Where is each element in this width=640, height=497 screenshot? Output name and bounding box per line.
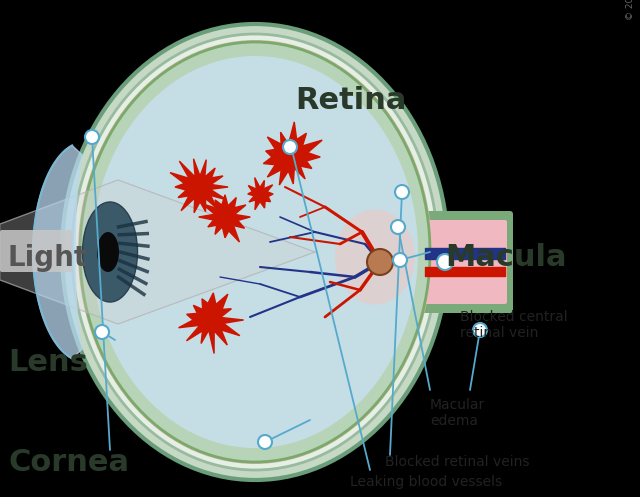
Ellipse shape <box>83 202 138 302</box>
Text: Light: Light <box>8 244 88 272</box>
Circle shape <box>367 249 393 275</box>
Circle shape <box>95 325 109 339</box>
Polygon shape <box>170 159 228 213</box>
Text: Blocked retinal veins: Blocked retinal veins <box>385 455 529 469</box>
FancyBboxPatch shape <box>0 230 72 272</box>
Polygon shape <box>264 122 322 185</box>
Circle shape <box>391 220 405 234</box>
Circle shape <box>283 140 297 154</box>
Polygon shape <box>33 146 83 358</box>
Circle shape <box>258 435 272 449</box>
Text: Retina: Retina <box>295 86 406 115</box>
Ellipse shape <box>97 232 119 272</box>
Ellipse shape <box>72 34 438 470</box>
Circle shape <box>473 323 487 337</box>
Circle shape <box>395 185 409 199</box>
Text: Blocked central
retinal vein: Blocked central retinal vein <box>460 310 568 340</box>
Circle shape <box>85 130 99 144</box>
FancyBboxPatch shape <box>423 220 507 304</box>
Ellipse shape <box>335 210 415 305</box>
Ellipse shape <box>78 40 432 464</box>
Text: Lens: Lens <box>8 348 88 377</box>
Polygon shape <box>198 195 250 242</box>
Circle shape <box>393 253 407 267</box>
Polygon shape <box>248 177 273 210</box>
FancyBboxPatch shape <box>417 211 513 313</box>
Circle shape <box>437 254 453 270</box>
Text: Macula: Macula <box>445 244 566 272</box>
Polygon shape <box>179 293 244 353</box>
Text: Macular
edema: Macular edema <box>430 398 485 428</box>
Ellipse shape <box>80 42 430 462</box>
Ellipse shape <box>62 24 448 480</box>
Ellipse shape <box>92 56 418 448</box>
Text: Cornea: Cornea <box>8 448 129 477</box>
Polygon shape <box>0 180 315 324</box>
Text: © 2017 HEALTHY SOURCE, LLC: © 2017 HEALTHY SOURCE, LLC <box>626 0 635 20</box>
Text: Leaking blood vessels: Leaking blood vessels <box>350 475 502 489</box>
